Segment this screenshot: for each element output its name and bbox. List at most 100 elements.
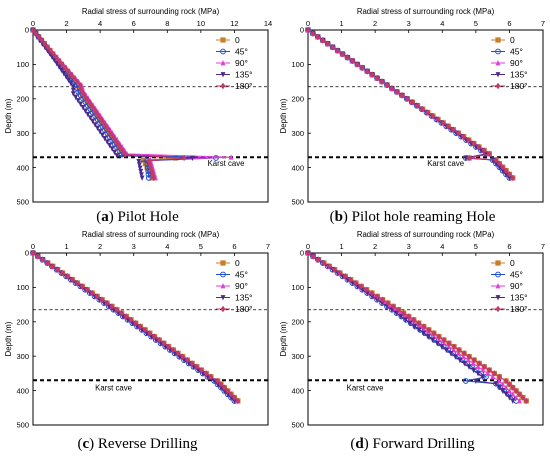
- x-tick-label: 5: [474, 19, 478, 28]
- data-point: [500, 381, 506, 387]
- data-point: [138, 168, 144, 175]
- data-point: [403, 317, 408, 323]
- karst-cave-label: Karst cave: [208, 159, 245, 168]
- x-tick-label: 4: [440, 242, 444, 251]
- data-point: [57, 57, 62, 65]
- data-point: [411, 316, 417, 324]
- data-point: [88, 102, 94, 109]
- y-axis-title: Depth (m): [4, 98, 13, 133]
- data-point: [513, 387, 519, 395]
- legend-marker: [220, 72, 226, 78]
- data-point: [189, 360, 195, 367]
- data-point: [446, 340, 452, 347]
- data-point: [65, 68, 71, 75]
- legend-marker: [220, 260, 226, 266]
- data-point: [340, 50, 345, 58]
- data-point: [228, 395, 234, 401]
- data-point: [79, 283, 85, 290]
- data-point: [75, 279, 80, 287]
- karst-cave-label: Karst cave: [95, 384, 132, 393]
- data-point: [42, 40, 48, 47]
- data-point: [94, 293, 100, 300]
- data-point: [221, 384, 227, 391]
- data-point: [70, 276, 75, 283]
- data-point: [30, 249, 36, 257]
- data-point: [507, 175, 512, 181]
- y-tick-label: 500: [291, 421, 304, 430]
- data-point: [379, 78, 385, 85]
- x-tick-label: 7: [541, 19, 545, 28]
- data-point: [310, 30, 316, 37]
- data-point: [425, 109, 431, 116]
- x-tick-label: 6: [507, 19, 511, 28]
- data-point: [120, 147, 126, 155]
- series-180deg: [30, 249, 241, 405]
- caption-a: (a) Pilot Hole: [96, 209, 179, 225]
- data-point: [503, 167, 509, 174]
- data-point: [91, 105, 97, 113]
- data-point: [147, 160, 153, 168]
- data-point: [491, 370, 497, 377]
- panel-d: 0 1 2 3 4 5 6 7 0 100 200 300 400 500 Radial stress of…: [279, 230, 545, 430]
- x-tick-label: 1: [339, 19, 343, 28]
- data-point: [194, 363, 200, 370]
- data-point: [404, 95, 410, 102]
- x-tick-label: 8: [165, 19, 169, 28]
- data-point: [203, 370, 209, 377]
- data-point: [108, 130, 114, 137]
- data-point: [35, 253, 41, 260]
- data-point: [128, 316, 134, 324]
- data-point: [104, 139, 110, 145]
- data-point: [451, 343, 457, 350]
- data-point: [490, 157, 496, 164]
- data-point: [215, 377, 221, 385]
- data-point: [86, 98, 92, 105]
- data-point: [475, 363, 481, 370]
- data-point: [471, 367, 476, 374]
- data-point: [228, 154, 234, 160]
- x-tick-label: 0: [306, 19, 310, 28]
- legend-label: 0: [510, 258, 515, 268]
- y-tick-label: 0: [25, 249, 29, 258]
- y-tick-label: 0: [25, 26, 29, 35]
- data-point: [118, 144, 123, 151]
- data-point: [496, 384, 502, 391]
- data-point: [139, 172, 144, 178]
- data-point: [59, 67, 64, 74]
- data-point: [500, 163, 506, 171]
- data-point: [93, 109, 99, 116]
- data-point: [90, 118, 96, 125]
- data-point: [466, 136, 472, 144]
- legend: 0 45°90° 135°180°: [216, 258, 253, 314]
- data-point: [481, 147, 487, 154]
- legend-marker: [220, 295, 226, 301]
- y-tick-label: 500: [16, 198, 29, 207]
- data-point: [493, 381, 499, 387]
- series-180deg: [30, 26, 187, 182]
- data-point: [109, 303, 115, 310]
- data-point: [480, 374, 485, 380]
- legend: 0 45°90° 135°180°: [216, 35, 253, 91]
- karst-cave-label: Karst cave: [347, 384, 384, 393]
- data-point: [61, 71, 67, 77]
- data-point: [369, 71, 375, 78]
- data-point: [113, 137, 119, 144]
- data-point: [84, 286, 90, 293]
- y-tick-label: 400: [291, 163, 304, 172]
- data-point: [399, 92, 405, 99]
- data-point: [30, 26, 36, 34]
- legend-label: 90°: [235, 58, 248, 68]
- data-point: [45, 44, 51, 51]
- data-point: [70, 87, 76, 94]
- x-tick-label: 2: [373, 19, 377, 28]
- data-point: [110, 133, 116, 141]
- data-point: [149, 167, 155, 175]
- data-point: [104, 299, 110, 307]
- data-point: [330, 44, 336, 51]
- data-point: [452, 354, 458, 360]
- data-point: [456, 346, 462, 354]
- data-point: [97, 129, 103, 135]
- data-point: [401, 309, 407, 317]
- y-tick-label: 100: [16, 283, 29, 292]
- data-point: [462, 378, 469, 384]
